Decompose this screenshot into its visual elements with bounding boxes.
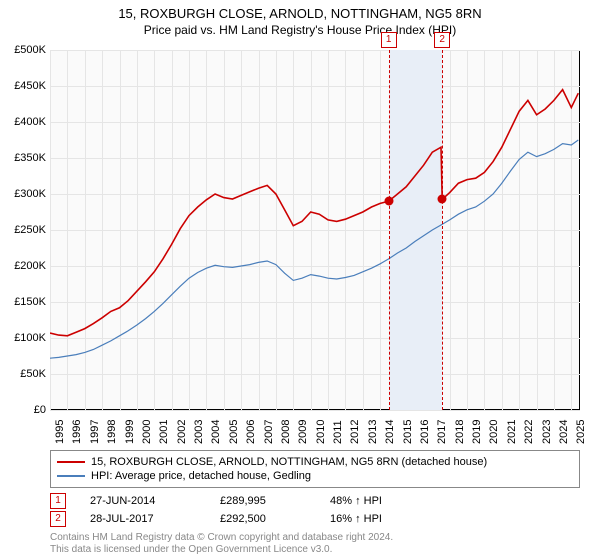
x-tick-label: 2024 bbox=[558, 420, 570, 444]
chart-subtitle: Price paid vs. HM Land Registry's House … bbox=[0, 21, 600, 37]
x-tick-label: 2025 bbox=[575, 420, 587, 444]
sales-date-1: 27-JUN-2014 bbox=[90, 495, 220, 507]
sales-row: 2 28-JUL-2017 £292,500 16% ↑ HPI bbox=[50, 510, 450, 528]
x-tick-label: 2009 bbox=[297, 420, 309, 444]
legend-label-property: 15, ROXBURGH CLOSE, ARNOLD, NOTTINGHAM, … bbox=[91, 456, 487, 468]
sales-marker-1: 1 bbox=[50, 493, 66, 509]
y-tick-label: £350K bbox=[1, 152, 46, 164]
x-tick-label: 2010 bbox=[315, 420, 327, 444]
legend-item-hpi: HPI: Average price, detached house, Gedl… bbox=[57, 469, 573, 483]
sales-price-1: £289,995 bbox=[220, 495, 330, 507]
attribution-line-1: Contains HM Land Registry data © Crown c… bbox=[50, 532, 393, 544]
legend-swatch-hpi bbox=[57, 475, 85, 477]
x-tick-label: 2002 bbox=[176, 420, 188, 444]
y-tick-label: £150K bbox=[1, 296, 46, 308]
legend-box: 15, ROXBURGH CLOSE, ARNOLD, NOTTINGHAM, … bbox=[50, 450, 580, 488]
attribution: Contains HM Land Registry data © Crown c… bbox=[50, 532, 393, 556]
x-tick-label: 1996 bbox=[71, 420, 83, 444]
x-tick-label: 2008 bbox=[280, 420, 292, 444]
legend-label-hpi: HPI: Average price, detached house, Gedl… bbox=[91, 470, 311, 482]
series-line-property bbox=[50, 90, 578, 336]
legend-swatch-property bbox=[57, 461, 85, 463]
y-tick-label: £300K bbox=[1, 188, 46, 200]
x-tick-label: 2012 bbox=[349, 420, 361, 444]
x-tick-label: 2021 bbox=[506, 420, 518, 444]
x-tick-label: 1998 bbox=[106, 420, 118, 444]
x-tick-label: 2022 bbox=[523, 420, 535, 444]
x-tick-label: 1999 bbox=[124, 420, 136, 444]
sales-delta-1: 48% ↑ HPI bbox=[330, 495, 450, 507]
x-tick-label: 1997 bbox=[89, 420, 101, 444]
y-tick-label: £500K bbox=[1, 44, 46, 56]
x-tick-label: 2006 bbox=[245, 420, 257, 444]
x-tick-label: 2003 bbox=[193, 420, 205, 444]
y-tick-label: £50K bbox=[1, 368, 46, 380]
x-tick-label: 2011 bbox=[332, 420, 344, 444]
y-tick-label: £400K bbox=[1, 116, 46, 128]
chart-title: 15, ROXBURGH CLOSE, ARNOLD, NOTTINGHAM, … bbox=[0, 0, 600, 21]
x-tick-label: 2016 bbox=[419, 420, 431, 444]
line-series-svg bbox=[50, 50, 580, 410]
x-tick-label: 2007 bbox=[263, 420, 275, 444]
x-tick-label: 2013 bbox=[367, 420, 379, 444]
x-tick-label: 2000 bbox=[141, 420, 153, 444]
x-tick-label: 2020 bbox=[488, 420, 500, 444]
y-tick-label: £0 bbox=[1, 404, 46, 416]
series-line-hpi bbox=[50, 140, 578, 358]
marker-box-2: 2 bbox=[434, 32, 450, 48]
x-tick-label: 2015 bbox=[402, 420, 414, 444]
x-tick-label: 2019 bbox=[471, 420, 483, 444]
sale-dot-1 bbox=[384, 197, 393, 206]
chart-container: 15, ROXBURGH CLOSE, ARNOLD, NOTTINGHAM, … bbox=[0, 0, 600, 560]
x-tick-label: 2014 bbox=[384, 420, 396, 444]
attribution-line-2: This data is licensed under the Open Gov… bbox=[50, 544, 393, 556]
x-tick-label: 2005 bbox=[228, 420, 240, 444]
x-tick-label: 1995 bbox=[54, 420, 66, 444]
y-tick-label: £250K bbox=[1, 224, 46, 236]
x-tick-label: 2018 bbox=[454, 420, 466, 444]
sale-dot-2 bbox=[438, 195, 447, 204]
chart-area: 12 £0£50K£100K£150K£200K£250K£300K£350K£… bbox=[50, 50, 580, 410]
sales-date-2: 28-JUL-2017 bbox=[90, 513, 220, 525]
x-tick-label: 2001 bbox=[158, 420, 170, 444]
legend-item-property: 15, ROXBURGH CLOSE, ARNOLD, NOTTINGHAM, … bbox=[57, 455, 573, 469]
sales-table: 1 27-JUN-2014 £289,995 48% ↑ HPI 2 28-JU… bbox=[50, 492, 450, 528]
sales-row: 1 27-JUN-2014 £289,995 48% ↑ HPI bbox=[50, 492, 450, 510]
y-tick-label: £100K bbox=[1, 332, 46, 344]
x-tick-label: 2004 bbox=[210, 420, 222, 444]
x-tick-label: 2023 bbox=[541, 420, 553, 444]
sales-price-2: £292,500 bbox=[220, 513, 330, 525]
y-tick-label: £200K bbox=[1, 260, 46, 272]
y-tick-label: £450K bbox=[1, 80, 46, 92]
marker-box-1: 1 bbox=[381, 32, 397, 48]
x-tick-label: 2017 bbox=[436, 420, 448, 444]
sales-marker-2: 2 bbox=[50, 511, 66, 527]
sales-delta-2: 16% ↑ HPI bbox=[330, 513, 450, 525]
